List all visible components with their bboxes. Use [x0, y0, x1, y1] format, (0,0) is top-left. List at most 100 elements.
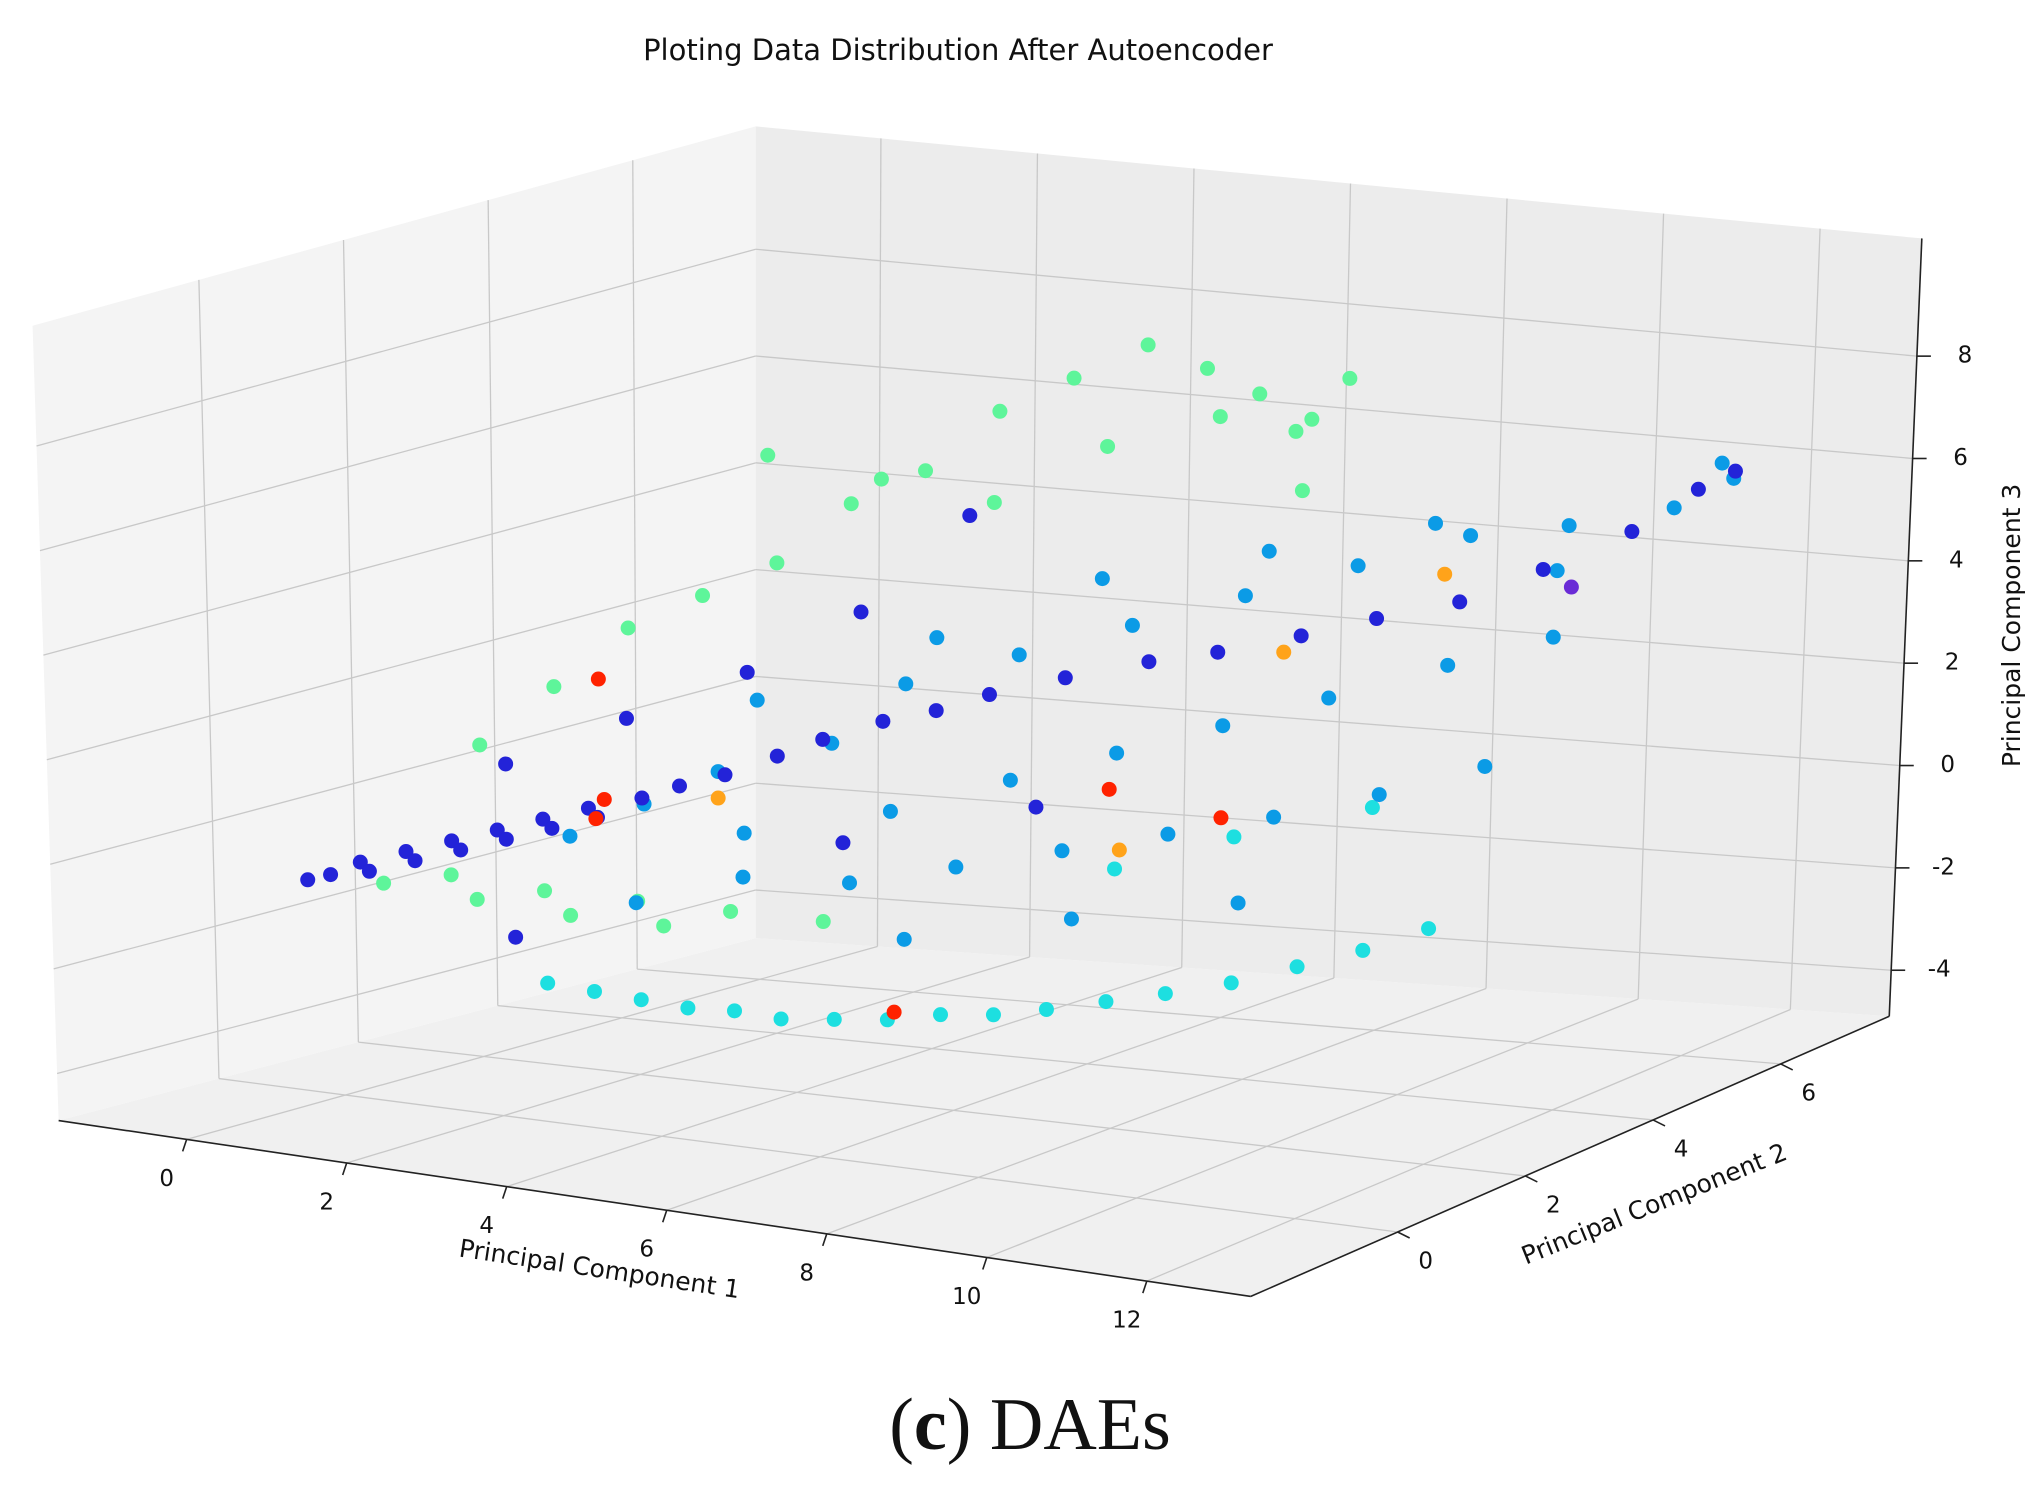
point [1098, 994, 1114, 1010]
point [815, 914, 831, 930]
point [361, 863, 377, 879]
z-tick-label: 8 [1958, 343, 1973, 369]
x-tick [661, 1209, 668, 1223]
z-axis-line [1888, 238, 1923, 1017]
point [472, 737, 488, 753]
grid-line [755, 782, 1896, 869]
point [1124, 617, 1140, 633]
point [710, 790, 726, 806]
point [1321, 690, 1337, 706]
point [1727, 463, 1743, 479]
point [1421, 921, 1437, 937]
grid-line [755, 355, 1913, 460]
x-tick-label: 12 [1112, 1308, 1141, 1334]
point [918, 463, 934, 479]
grid-line [755, 462, 1909, 562]
grid-line [46, 569, 756, 761]
point [1066, 370, 1082, 386]
point [1714, 455, 1730, 471]
x-tick [341, 1162, 348, 1176]
grid-line [53, 782, 756, 970]
point [735, 869, 751, 885]
point [882, 803, 898, 819]
point [986, 494, 1002, 510]
floor-pane [58, 938, 1890, 1297]
grid-line [1028, 153, 1039, 958]
x-axis-label: Principal Component 1 [457, 1234, 742, 1305]
grid-line [39, 355, 756, 552]
point [508, 929, 524, 945]
z-axis-label: Principal Component 3 [1997, 484, 2026, 767]
grid-line [50, 675, 756, 865]
y-tick [1397, 1231, 1411, 1239]
point [1288, 423, 1304, 439]
point [489, 822, 505, 838]
point [1054, 843, 1070, 859]
y-tick-label: 2 [1546, 1192, 1561, 1218]
point [1109, 745, 1125, 761]
y-axis-line [1250, 1015, 1890, 1298]
z-tick-label: 2 [1945, 650, 1960, 676]
point [562, 828, 578, 844]
grid-line [986, 998, 1639, 1259]
point [896, 931, 912, 947]
point [628, 895, 644, 911]
point [981, 687, 997, 703]
grid-line [755, 889, 1892, 971]
point [843, 496, 859, 512]
point [928, 703, 944, 719]
point [1011, 647, 1027, 663]
point [1028, 799, 1044, 815]
point [1141, 654, 1157, 670]
point [1230, 895, 1246, 911]
point [739, 664, 755, 680]
point [1266, 809, 1282, 825]
x-axis-line [58, 1119, 1251, 1298]
point [1549, 563, 1565, 579]
grid-line [346, 956, 1030, 1164]
point [948, 859, 964, 875]
point [1212, 409, 1228, 425]
y-tick [1780, 1063, 1794, 1071]
point [932, 1007, 948, 1023]
point [1276, 644, 1292, 660]
point [540, 975, 556, 991]
grid-line [1789, 228, 1821, 1010]
point [596, 791, 612, 807]
caption-letter: c [914, 1384, 947, 1466]
point [1463, 528, 1479, 544]
grid-line [342, 240, 360, 1043]
grid-line [487, 200, 499, 1006]
grid-line [497, 1004, 1654, 1121]
point [300, 872, 316, 888]
point [1100, 438, 1116, 454]
x-tick-label: 4 [479, 1213, 494, 1239]
point [853, 604, 869, 620]
grid-line [218, 1077, 1398, 1233]
grid-line [876, 138, 882, 947]
point [1440, 657, 1456, 673]
caption: (c) DAEs [889, 1384, 1171, 1466]
point [537, 883, 553, 899]
grid-line [1333, 183, 1352, 979]
point [680, 1000, 696, 1016]
point [1666, 500, 1682, 516]
z-tick-label: 4 [1949, 547, 1964, 573]
point [1545, 629, 1561, 645]
point [1624, 524, 1640, 540]
y-tick-label: 4 [1674, 1136, 1689, 1162]
point [1252, 386, 1268, 402]
z-tick-label: 6 [1953, 445, 1968, 471]
point [376, 875, 392, 891]
point [1477, 758, 1493, 774]
y-tick [1652, 1119, 1666, 1127]
point [1535, 561, 1551, 577]
point [546, 679, 562, 695]
point [634, 790, 650, 806]
point [535, 811, 551, 827]
point [620, 620, 636, 636]
x-tick-label: 2 [319, 1190, 334, 1216]
x-tick [1142, 1280, 1148, 1294]
point [873, 471, 889, 487]
